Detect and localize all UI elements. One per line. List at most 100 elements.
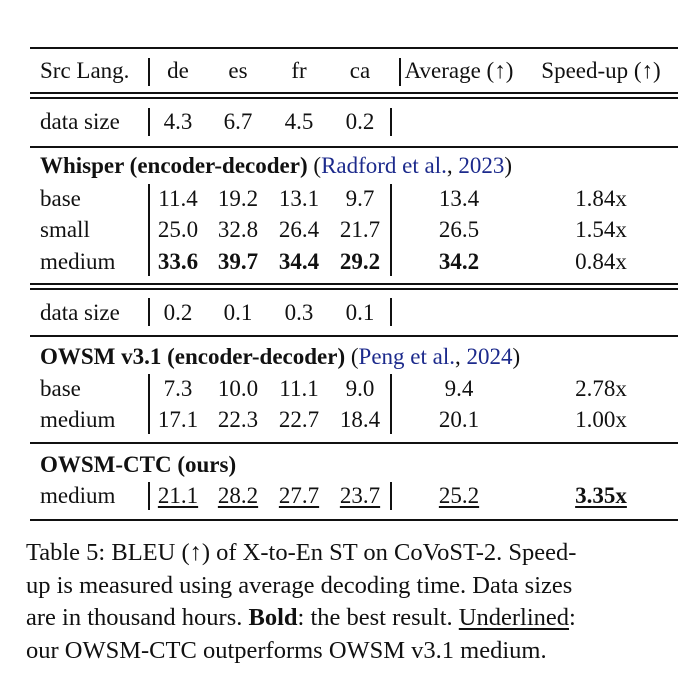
caption-underlined-word: Underlined: [458, 604, 570, 631]
header-double-rule-b: [30, 97, 678, 99]
bleu-cell: 32.8: [217, 217, 259, 242]
header-speedup: Speed-up (↑): [541, 58, 661, 83]
header-lang-fr: fr: [291, 58, 307, 83]
whisper-end-double-rule-b: [30, 288, 678, 290]
bleu-cell-best: 34.4: [278, 249, 320, 274]
col-separator-left: [148, 374, 150, 434]
bleu-cell: 17.1: [157, 407, 199, 432]
average-cell: 20.1: [438, 407, 480, 432]
bleu-cell: 11.4: [158, 186, 198, 211]
bleu-cell: 22.7: [278, 407, 320, 432]
data-size-cell: 0.2: [345, 109, 375, 134]
bleu-cell-underlined: 28.2: [217, 483, 259, 508]
row-label: data size: [40, 300, 120, 325]
bleu-cell: 9.0: [345, 376, 375, 401]
model-name: medium: [40, 249, 116, 274]
cite-open: (: [307, 153, 322, 178]
group-title: OWSM v3.1 (encoder-decoder): [40, 344, 346, 369]
cite-sep: ,: [454, 344, 467, 369]
header-lang-ca: ca: [349, 58, 371, 83]
col-separator-right: [390, 108, 392, 136]
bleu-cell: 18.4: [339, 407, 381, 432]
bleu-cell: 22.3: [217, 407, 259, 432]
caption-line: Table 5: BLEU (↑) of X-to-En ST on CoVoS…: [26, 539, 577, 566]
bleu-cell: 21.7: [339, 217, 381, 242]
average-cell-best: 34.2: [438, 249, 480, 274]
model-name: base: [40, 186, 81, 211]
header-lang-es: es: [228, 58, 248, 83]
header-average: Average (↑): [404, 58, 514, 83]
citation-author-link[interactable]: Radford et al.: [321, 153, 447, 178]
caption-line: our OWSM-CTC outperforms OWSM v3.1 mediu…: [26, 636, 547, 664]
row-label: data size: [40, 109, 120, 134]
col-separator-left: [148, 58, 150, 86]
col-separator-right: [399, 58, 401, 86]
results-table: Src Lang. de es fr ca Average (↑) Speed-…: [30, 0, 678, 530]
col-separator-right: [390, 374, 392, 434]
col-separator-right: [390, 184, 392, 276]
data-size-cell: 6.7: [223, 109, 253, 134]
group-heading-owsm: OWSM v3.1 (encoder-decoder) (Peng et al.…: [40, 342, 520, 372]
bleu-cell: 25.0: [157, 217, 199, 242]
bleu-cell-best: 33.6: [157, 249, 199, 274]
average-cell: 13.4: [438, 186, 480, 211]
col-separator-left: [148, 482, 150, 510]
bleu-cell: 13.1: [278, 186, 320, 211]
cite-close: ): [504, 153, 513, 178]
caption-line: up is measured using average decoding ti…: [26, 571, 573, 599]
data-size-cell: 0.1: [223, 300, 253, 325]
speedup-cell: 1.54x: [575, 217, 627, 242]
data-size-cell: 4.3: [163, 109, 193, 134]
caption-line: are in thousand hours. Bold: the best re…: [26, 604, 576, 631]
speedup-cell: 2.78x: [575, 376, 627, 401]
model-name: medium: [40, 407, 116, 432]
group-heading-ctc: OWSM-CTC (ours): [40, 452, 237, 477]
data-size-cell: 0.3: [284, 300, 314, 325]
model-name: base: [40, 376, 81, 401]
header-double-rule-a: [30, 92, 678, 94]
speedup-cell: 1.84x: [575, 186, 627, 211]
bleu-cell: 19.2: [217, 186, 259, 211]
average-cell: 26.5: [438, 217, 480, 242]
speedup-cell-best: 3.35x: [575, 483, 627, 508]
average-cell: 9.4: [444, 376, 474, 401]
model-name: medium: [40, 483, 116, 508]
bleu-cell: 11.1: [279, 376, 319, 401]
bottom-rule: [30, 519, 678, 521]
header-lang-de: de: [167, 58, 189, 83]
cite-sep: ,: [446, 153, 459, 178]
bleu-cell-underlined: 21.1: [157, 483, 199, 508]
bleu-cell: 7.3: [163, 376, 193, 401]
speedup-cell: 1.00x: [575, 407, 627, 432]
col-separator-left: [148, 298, 150, 326]
table-caption: Table 5: BLEU (↑) of X-to-En ST on CoVoS…: [26, 537, 690, 667]
caption-bold-word: Bold: [248, 604, 298, 631]
average-cell-underlined: 25.2: [438, 483, 480, 508]
bleu-cell-best: 29.2: [339, 249, 381, 274]
cite-open: (: [345, 344, 359, 369]
whisper-size-rule: [30, 146, 678, 148]
model-name: small: [40, 217, 90, 242]
top-rule: [30, 47, 678, 49]
col-separator-right: [390, 298, 392, 326]
citation-year-link[interactable]: 2023: [458, 153, 505, 178]
citation-author-link[interactable]: Peng et al.: [358, 344, 455, 369]
bleu-cell-best: 39.7: [217, 249, 259, 274]
group-title: Whisper (encoder-decoder): [40, 153, 308, 178]
data-size-cell: 4.5: [284, 109, 314, 134]
col-separator-left: [148, 184, 150, 276]
whisper-end-double-rule-a: [30, 283, 678, 285]
bleu-cell: 10.0: [217, 376, 259, 401]
header-src-lang: Src Lang.: [40, 58, 130, 83]
group-heading-whisper: Whisper (encoder-decoder) (Radford et al…: [40, 151, 512, 181]
data-size-cell: 0.1: [345, 300, 375, 325]
owsm-size-rule: [30, 335, 678, 337]
bleu-cell: 26.4: [278, 217, 320, 242]
bleu-cell-underlined: 27.7: [278, 483, 320, 508]
cite-close: ): [512, 344, 521, 369]
owsm-end-rule: [30, 442, 678, 444]
citation-year-link[interactable]: 2024: [466, 344, 513, 369]
bleu-cell: 9.7: [345, 186, 375, 211]
col-separator-right: [390, 482, 392, 510]
bleu-cell-underlined: 23.7: [339, 483, 381, 508]
